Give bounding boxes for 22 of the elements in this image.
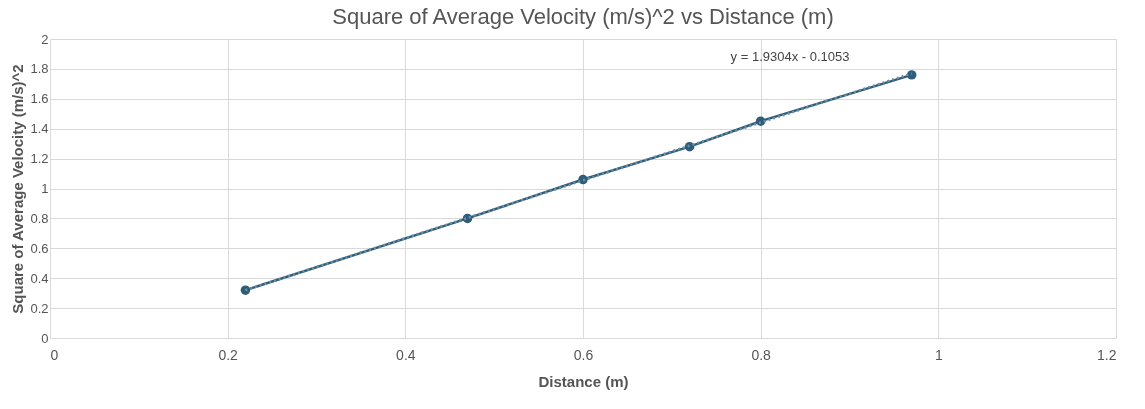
x-tick-label: 0.6 xyxy=(573,346,594,363)
x-tick-label: 0.4 xyxy=(396,346,416,363)
x-axis-title: Distance (m) xyxy=(538,372,629,390)
y-tick-label: 2 xyxy=(41,31,49,47)
y-axis-title: Square of Average Velocity (m/s)^2 xyxy=(9,64,27,314)
x-tick-label: 0.2 xyxy=(218,346,239,363)
y-tick-label: 1.2 xyxy=(30,151,49,167)
chart-title: Square of Average Velocity (m/s)^2 vs Distance (m) xyxy=(332,4,834,29)
y-tick-label: 0.4 xyxy=(30,270,49,286)
y-tick-label: 1.8 xyxy=(30,61,49,77)
y-tick-label: 1.4 xyxy=(30,121,49,137)
annotation: y = 1.9304x - 0.1053 xyxy=(730,49,850,64)
y-tick-label: 1.6 xyxy=(30,91,49,107)
x-tick-label: 0.8 xyxy=(751,346,772,363)
point xyxy=(906,70,917,80)
x-tick-label: 1 xyxy=(934,346,943,363)
y-tick-label: 0.2 xyxy=(30,300,49,316)
y-tick-label: 0.8 xyxy=(30,210,49,226)
x-tick-label: 1.2 xyxy=(1097,346,1117,363)
y-tick-label: 0.6 xyxy=(30,240,49,256)
y-tick-label: 0 xyxy=(41,330,49,346)
y-tick-label: 1 xyxy=(41,181,49,196)
